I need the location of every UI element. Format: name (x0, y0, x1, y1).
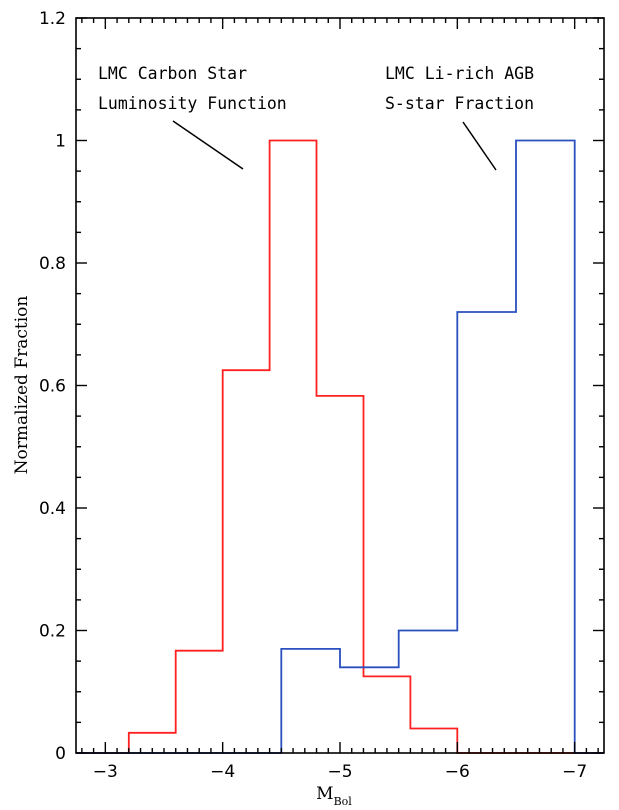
y-tick-label: 1 (55, 132, 66, 152)
annotation-sstar-line-2: S-star Fraction (385, 94, 534, 113)
annotation-sstar-leader (462, 121, 497, 171)
annotation-carbon-line-1: LMC Carbon Star (98, 64, 247, 83)
x-axis-label-main: M (316, 784, 333, 804)
y-tick-label: 0 (55, 744, 66, 764)
y-tick-label: 1.2 (39, 9, 66, 29)
tick-label-layer: −3 −4 −5 −6 −7 0 0.2 0.4 0.6 0.8 1 1.2 (39, 9, 587, 782)
annotation-carbon-line-2: Luminosity Function (98, 94, 287, 113)
x-tick-label: −4 (210, 762, 235, 782)
x-tick-label: −6 (445, 762, 470, 782)
series-0-step-line (76, 139, 604, 754)
plot-frame (75, 17, 605, 754)
x-tick-label: −7 (562, 762, 587, 782)
annotation-carbon-leader (172, 120, 244, 170)
series-layer (76, 139, 604, 754)
series-1-step-line (76, 139, 604, 754)
x-tick-label: −3 (93, 762, 118, 782)
y-tick-label: 0.8 (39, 254, 66, 274)
y-tick-label: 0.2 (39, 622, 66, 642)
x-tick-label: −5 (327, 762, 352, 782)
x-axis-label-subscript: Bol (334, 795, 353, 808)
x-axis-label: MBol (316, 784, 352, 808)
y-tick-label: 0.4 (39, 499, 66, 519)
annotation-sstar-line-1: LMC Li-rich AGB (385, 64, 534, 83)
y-tick-label: 0.6 (39, 377, 66, 397)
tick-layer (76, 17, 604, 754)
y-axis-label: Normalized Fraction (12, 296, 32, 475)
